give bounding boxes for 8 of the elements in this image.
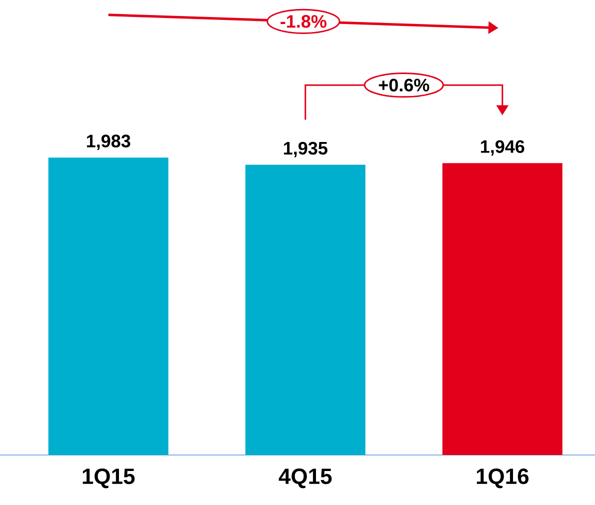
text: +0.6%: [378, 78, 430, 92]
data-label: 1,935: [284, 142, 328, 158]
x-tick-label: 1Q15: [82, 468, 135, 488]
text: -1.8%: [280, 15, 326, 28]
x-tick-label: 1Q16: [476, 468, 529, 488]
data-label: 1,983: [86, 134, 130, 150]
data-label: 1,946: [481, 140, 524, 156]
x-tick-label: 4Q15: [278, 468, 332, 488]
